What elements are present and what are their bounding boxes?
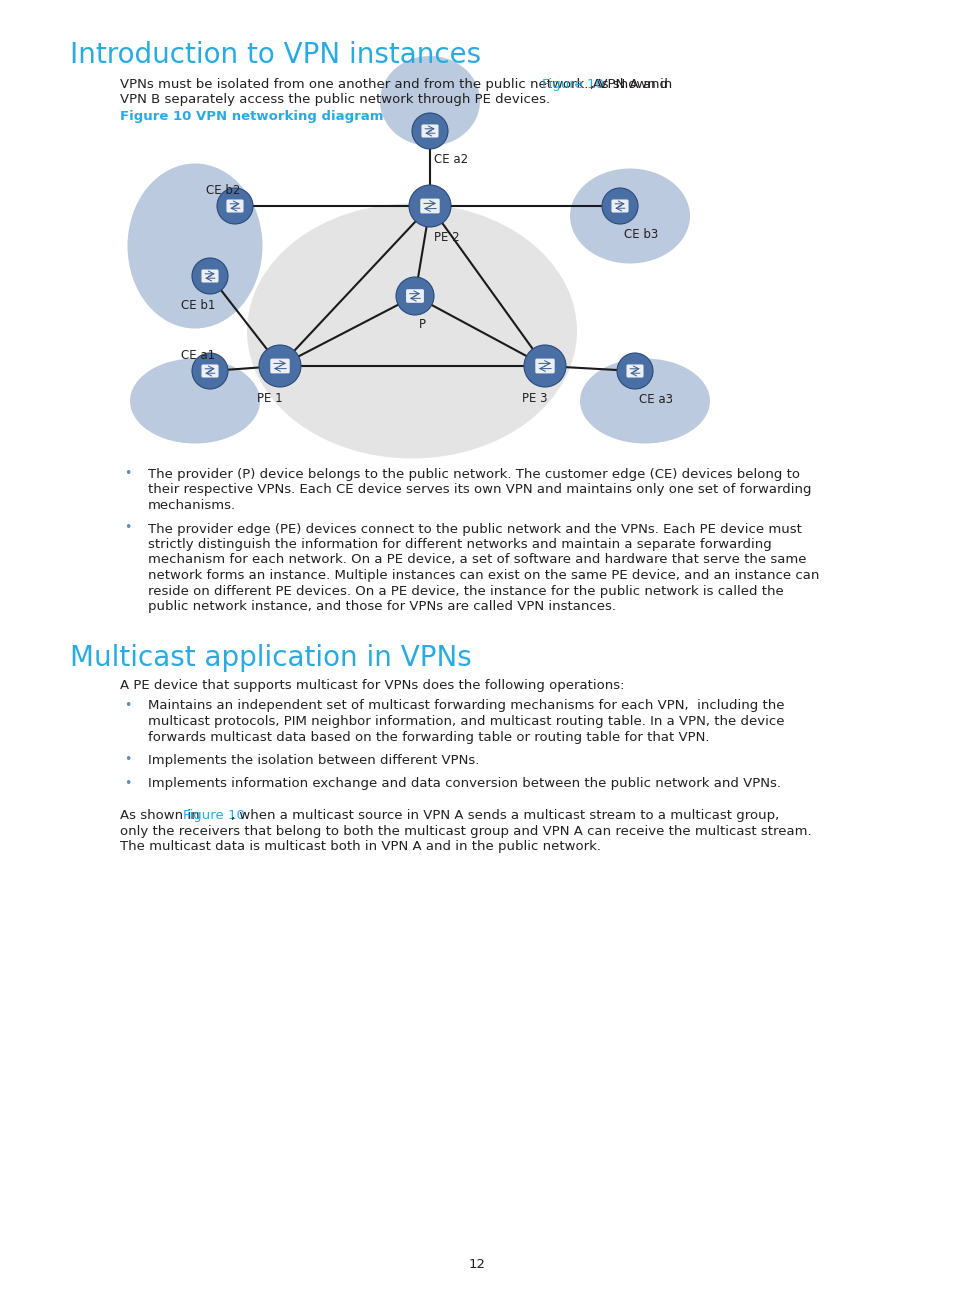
Circle shape [216,188,253,224]
Text: CE a2: CE a2 [434,153,468,166]
FancyBboxPatch shape [421,124,438,137]
Ellipse shape [247,203,577,459]
Text: PE 2: PE 2 [434,231,459,244]
Text: The provider (P) device belongs to the public network. The customer edge (CE) de: The provider (P) device belongs to the p… [148,468,800,481]
FancyBboxPatch shape [406,289,423,303]
FancyBboxPatch shape [535,359,554,373]
Text: mechanism for each network. On a PE device, a set of software and hardware that : mechanism for each network. On a PE devi… [148,553,805,566]
FancyBboxPatch shape [226,200,243,213]
Text: their respective VPNs. Each CE device serves its own VPN and maintains only one : their respective VPNs. Each CE device se… [148,483,811,496]
Text: CE a1: CE a1 [181,349,214,362]
Text: Figure 10: Figure 10 [542,78,603,91]
Text: Implements information exchange and data conversion between the public network a: Implements information exchange and data… [148,778,781,791]
Text: only the receivers that belong to both the multicast group and VPN A can receive: only the receivers that belong to both t… [120,824,811,837]
Ellipse shape [130,359,260,443]
Circle shape [409,185,451,227]
Text: CE b2: CE b2 [206,184,240,197]
Circle shape [617,353,652,389]
Text: , when a multicast source in VPN A sends a multicast stream to a multicast group: , when a multicast source in VPN A sends… [231,809,779,822]
FancyBboxPatch shape [626,364,643,377]
FancyBboxPatch shape [270,359,290,373]
Ellipse shape [379,56,479,146]
Circle shape [258,345,301,388]
Circle shape [412,113,448,149]
Text: VPN B separately access the public network through PE devices.: VPN B separately access the public netwo… [120,93,550,106]
Text: CE b1: CE b1 [181,299,215,312]
Text: •: • [124,521,132,534]
Circle shape [192,258,228,294]
Circle shape [523,345,565,388]
Text: , VPN A and: , VPN A and [589,78,667,91]
Text: reside on different PE devices. On a PE device, the instance for the public netw: reside on different PE devices. On a PE … [148,584,783,597]
Text: Multicast application in VPNs: Multicast application in VPNs [70,644,471,671]
Text: •: • [124,776,132,789]
Text: forwards multicast data based on the forwarding table or routing table for that : forwards multicast data based on the for… [148,731,709,744]
Text: Implements the isolation between different VPNs.: Implements the isolation between differe… [148,754,478,767]
Text: As shown in: As shown in [120,809,204,822]
Text: Figure 10: Figure 10 [183,809,245,822]
Circle shape [395,277,434,315]
FancyBboxPatch shape [420,198,439,214]
Text: •: • [124,467,132,480]
Text: The provider edge (PE) devices connect to the public network and the VPNs. Each : The provider edge (PE) devices connect t… [148,522,801,535]
Text: •: • [124,699,132,712]
Text: public network instance, and those for VPNs are called VPN instances.: public network instance, and those for V… [148,600,616,613]
Text: •: • [124,753,132,766]
Text: 12: 12 [468,1258,485,1271]
Text: PE 3: PE 3 [521,391,547,404]
Text: A PE device that supports multicast for VPNs does the following operations:: A PE device that supports multicast for … [120,679,624,692]
Text: The multicast data is multicast both in VPN A and in the public network.: The multicast data is multicast both in … [120,840,600,853]
Ellipse shape [569,168,689,263]
Text: Introduction to VPN instances: Introduction to VPN instances [70,41,480,69]
Text: Maintains an independent set of multicast forwarding mechanisms for each VPN,  i: Maintains an independent set of multicas… [148,700,783,713]
Text: PE 1: PE 1 [257,391,282,404]
Text: mechanisms.: mechanisms. [148,499,236,512]
Ellipse shape [128,163,262,328]
Ellipse shape [579,359,709,443]
Text: Figure 10 VPN networking diagram: Figure 10 VPN networking diagram [120,110,383,123]
Text: P: P [418,318,426,330]
Text: network forms an instance. Multiple instances can exist on the same PE device, a: network forms an instance. Multiple inst… [148,569,819,582]
Text: CE a3: CE a3 [639,393,672,406]
Circle shape [601,188,638,224]
Text: strictly distinguish the information for different networks and maintain a separ: strictly distinguish the information for… [148,538,771,551]
FancyBboxPatch shape [201,270,218,283]
Text: CE b3: CE b3 [623,228,658,241]
Text: VPNs must be isolated from one another and from the public network. As shown in: VPNs must be isolated from one another a… [120,78,676,91]
Text: multicast protocols, PIM neighbor information, and multicast routing table. In a: multicast protocols, PIM neighbor inform… [148,715,783,728]
FancyBboxPatch shape [611,200,628,213]
FancyBboxPatch shape [201,364,218,377]
Circle shape [192,353,228,389]
